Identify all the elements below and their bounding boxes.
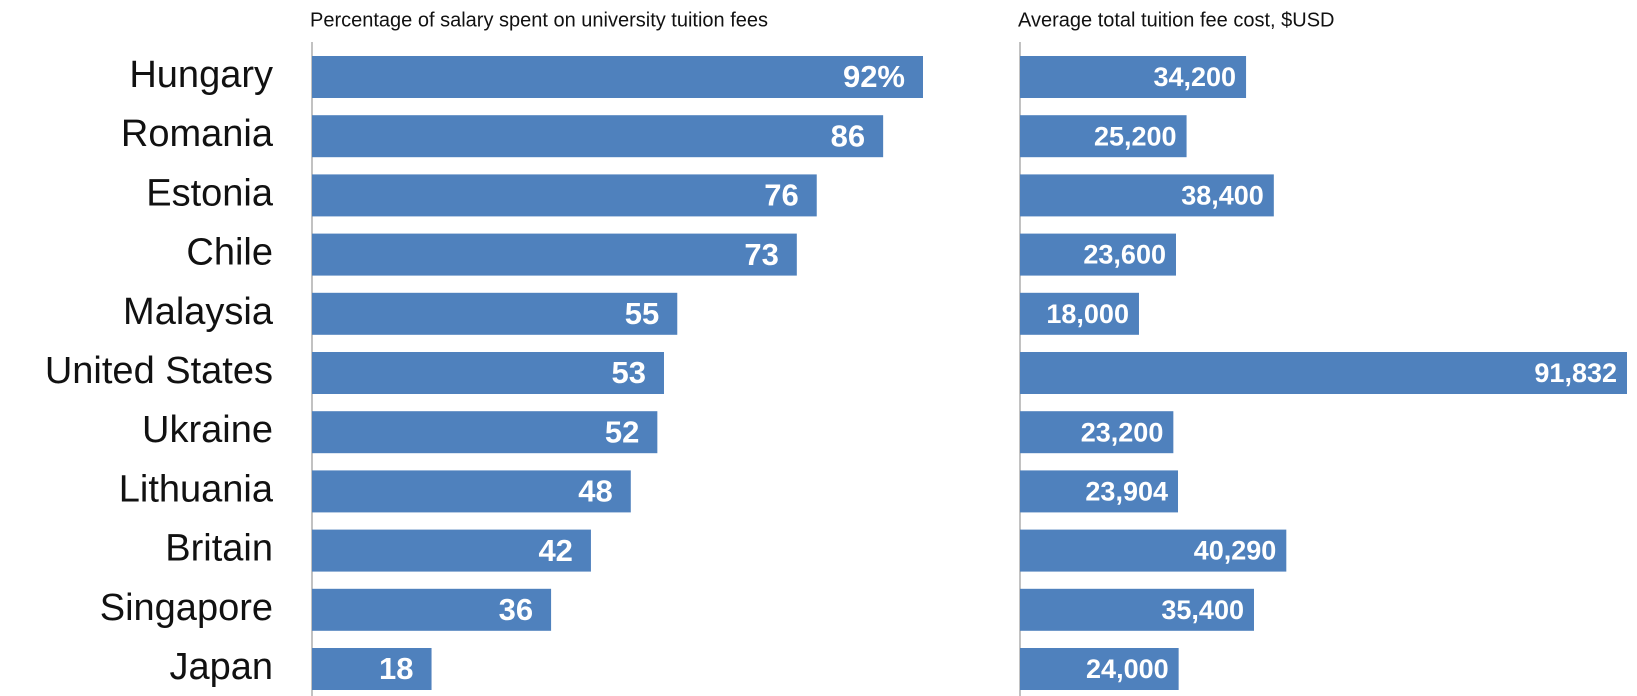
category-label: Malaysia	[123, 291, 274, 333]
value-label: 18	[379, 651, 413, 686]
chart-title: Average total tuition fee cost, $USD	[1018, 9, 1334, 31]
value-label: 53	[612, 355, 646, 390]
category-label: Romania	[121, 113, 274, 155]
bar	[312, 529, 591, 572]
category-label: Singapore	[100, 587, 273, 629]
value-label: 55	[625, 296, 659, 331]
bar	[1020, 292, 1139, 335]
value-label: 52	[605, 414, 639, 449]
bar	[1020, 174, 1274, 217]
value-label: 86	[831, 118, 865, 153]
value-label: 34,200	[1153, 62, 1236, 92]
bar	[1020, 115, 1187, 158]
bar	[1020, 233, 1176, 276]
value-label: 35,400	[1161, 595, 1244, 625]
bar	[312, 352, 664, 394]
bar	[312, 233, 797, 276]
bar	[312, 411, 658, 454]
bar	[1020, 352, 1627, 394]
bar	[312, 56, 923, 98]
value-label: 23,600	[1083, 240, 1166, 270]
bar	[1020, 648, 1179, 690]
category-label: Chile	[186, 232, 273, 274]
value-label: 76	[764, 178, 798, 213]
value-label: 24,000	[1086, 654, 1169, 684]
category-label: Estonia	[146, 172, 274, 214]
value-label: 23,200	[1081, 417, 1164, 447]
value-label: 18,000	[1046, 299, 1129, 329]
value-label: 36	[499, 592, 533, 627]
category-label: Britain	[165, 528, 273, 570]
category-label: Ukraine	[142, 409, 273, 451]
chart-title: Percentage of salary spent on university…	[310, 9, 768, 31]
value-label: 40,290	[1194, 536, 1277, 566]
bar	[1020, 411, 1174, 454]
bar	[312, 174, 817, 217]
value-label: 48	[578, 474, 612, 509]
value-label: 25,200	[1094, 121, 1177, 151]
value-label: 23,904	[1085, 477, 1168, 507]
bar	[312, 648, 432, 690]
value-label: 91,832	[1534, 358, 1617, 388]
bar	[312, 470, 631, 513]
bar	[1020, 56, 1247, 98]
bar	[1020, 470, 1179, 513]
category-label: Hungary	[129, 54, 273, 96]
bar	[312, 115, 884, 158]
value-label: 73	[744, 237, 778, 272]
bar	[312, 292, 678, 335]
category-label: Lithuania	[119, 468, 274, 510]
value-label: 38,400	[1181, 181, 1264, 211]
bar	[312, 588, 552, 631]
bar	[1020, 529, 1287, 572]
value-label: 92%	[843, 59, 905, 94]
category-label: United States	[45, 350, 273, 392]
bar	[1020, 588, 1254, 631]
category-label: Japan	[169, 646, 273, 688]
value-label: 42	[538, 533, 572, 568]
